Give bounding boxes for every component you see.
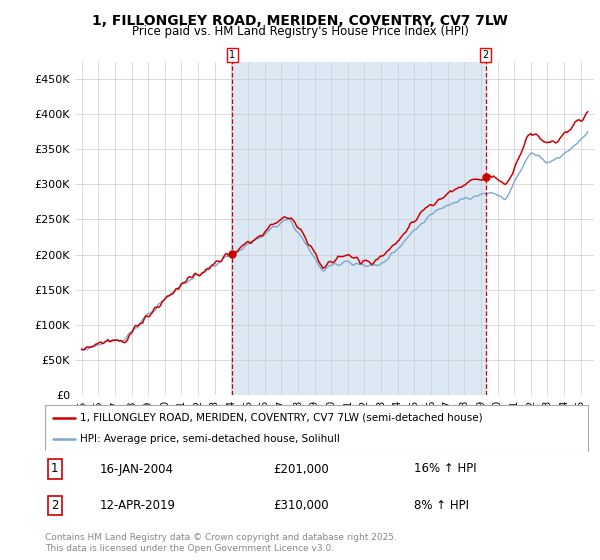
Text: 1, FILLONGLEY ROAD, MERIDEN, COVENTRY, CV7 7LW (semi-detached house): 1, FILLONGLEY ROAD, MERIDEN, COVENTRY, C… <box>80 413 483 423</box>
Text: £201,000: £201,000 <box>273 463 329 475</box>
Text: HPI: Average price, semi-detached house, Solihull: HPI: Average price, semi-detached house,… <box>80 435 340 444</box>
Text: 8% ↑ HPI: 8% ↑ HPI <box>414 499 469 512</box>
Bar <box>232 62 485 395</box>
Text: £310,000: £310,000 <box>273 499 329 512</box>
Text: Contains HM Land Registry data © Crown copyright and database right 2025.
This d: Contains HM Land Registry data © Crown c… <box>45 533 397 553</box>
Text: 2: 2 <box>482 50 488 60</box>
Text: Price paid vs. HM Land Registry's House Price Index (HPI): Price paid vs. HM Land Registry's House … <box>131 25 469 38</box>
Text: 2: 2 <box>51 499 59 512</box>
Text: 1: 1 <box>51 463 59 475</box>
Text: 12-APR-2019: 12-APR-2019 <box>100 499 175 512</box>
Text: 16% ↑ HPI: 16% ↑ HPI <box>414 463 477 475</box>
Text: 1, FILLONGLEY ROAD, MERIDEN, COVENTRY, CV7 7LW: 1, FILLONGLEY ROAD, MERIDEN, COVENTRY, C… <box>92 14 508 28</box>
Text: 1: 1 <box>229 50 235 60</box>
Text: 16-JAN-2004: 16-JAN-2004 <box>100 463 173 475</box>
